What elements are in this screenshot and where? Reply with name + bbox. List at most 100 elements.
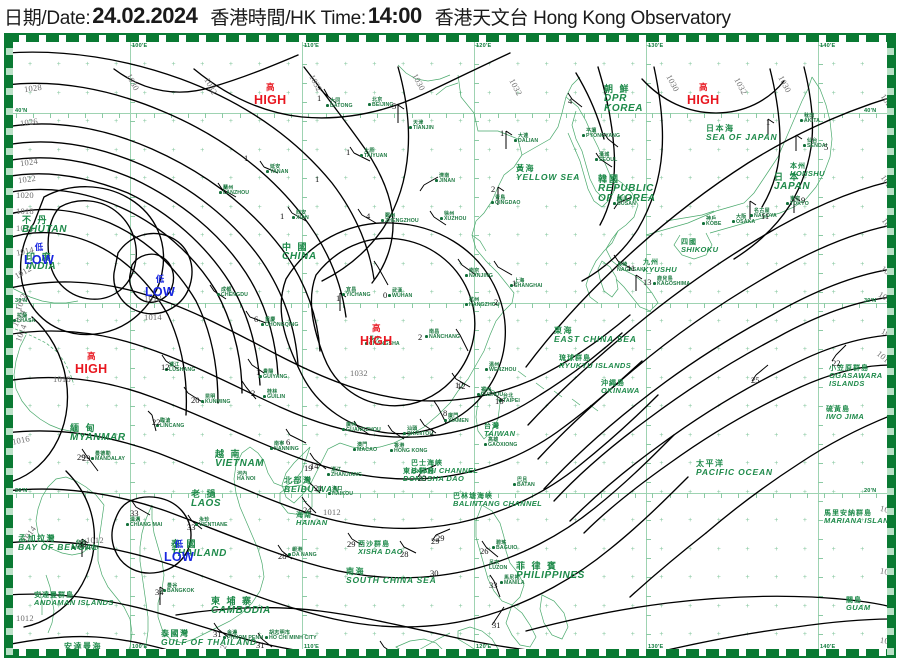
station-dot <box>163 589 166 592</box>
station-dot <box>786 202 789 205</box>
longitude-label-top: 140'E <box>820 43 836 49</box>
station-dot <box>653 282 656 285</box>
grid-dot-layer: + + + + + + + + + + + + + + + + + + + + + + + + + + + + + + + + + + + + + + + +… <box>28 61 865 638</box>
station-dot <box>492 546 495 549</box>
station-temperature: 31 <box>256 640 265 650</box>
surface-pressure-chart[interactable]: + + + + + + + + + + + + + + + + + + + + + + + + + + + + + + + + + + + + + + + +… <box>4 33 896 658</box>
station-temperature: 6 <box>286 437 291 447</box>
station-dot <box>803 144 806 147</box>
station-temperature: 33 <box>187 522 196 532</box>
pressure-centre-chinese: 高 <box>371 323 381 333</box>
pressure-centre-chinese: 高 <box>698 82 708 92</box>
station-temperature: 5 <box>824 142 829 152</box>
station-dot <box>477 393 480 396</box>
station-temperature: 11 <box>761 211 770 221</box>
station-dot <box>513 483 516 486</box>
station-temperature: 6 <box>254 314 259 324</box>
latitude-label-left: 30'N <box>15 298 28 304</box>
station-temperature: 9 <box>801 195 806 205</box>
pressure-centre-chinese: 低 <box>174 539 184 549</box>
isobar-label: 1032 <box>350 368 368 378</box>
station-temperature: 29 <box>82 453 91 463</box>
station-temperature: 1 <box>317 93 322 103</box>
isobar-label: 1016 <box>16 223 34 233</box>
longitude-label-top: 100'E <box>132 43 148 49</box>
station-dot <box>425 335 428 338</box>
low-pressure-centre: 低 LOW <box>164 540 194 566</box>
parallel-tick-row <box>6 491 894 500</box>
meridian-line <box>646 35 647 656</box>
station-temperature: 29 <box>436 533 445 543</box>
station-temperature: 24 <box>303 505 312 515</box>
station-temperature: 4 <box>366 211 371 221</box>
meridian-line <box>302 35 303 656</box>
latitude-label-right: 40'N <box>864 108 877 114</box>
chart-header: 日期/Date: 24.02.2024 香港時間/HK Time: 14:00 … <box>0 0 900 32</box>
station-dot <box>499 399 502 402</box>
parallel-line <box>6 113 894 114</box>
station-dot <box>156 424 159 427</box>
station-dot <box>265 636 268 639</box>
station-temperature: 12 <box>457 381 466 391</box>
station-dot <box>381 219 384 222</box>
station-temperature: 19 <box>304 463 313 473</box>
pressure-centre-chinese: 低 <box>155 274 165 284</box>
station-dot <box>465 303 468 306</box>
longitude-label-top: 130'E <box>648 43 664 49</box>
station-temperature: 20 <box>191 395 200 405</box>
pressure-centre-english: LOW <box>164 549 195 564</box>
station-dot <box>72 546 75 549</box>
station-temperature: 1 <box>244 153 249 163</box>
station-dot <box>201 400 204 403</box>
border-band-right <box>887 35 894 656</box>
station-dot <box>223 636 226 639</box>
station-temperature: 25 <box>751 375 760 385</box>
isobar-label: 1012 <box>86 535 104 545</box>
pressure-centre-english: HIGH <box>75 361 108 376</box>
station-dot <box>263 395 266 398</box>
station-dot <box>484 443 487 446</box>
station-dot <box>500 581 503 584</box>
longitude-label-bottom: 130'E <box>648 644 664 650</box>
station-temperature: 1 <box>500 128 505 138</box>
station-dot <box>800 119 803 122</box>
latitude-label-right: 20'N <box>864 488 877 494</box>
high-pressure-centre: 高 HIGH <box>360 324 392 350</box>
isobar-label: 1012 <box>323 507 341 517</box>
low-pressure-centre: 低 LOW <box>145 275 175 301</box>
station-temperature: 2 <box>251 388 256 398</box>
pressure-centre-english: LOW <box>145 284 176 299</box>
station-temperature: 33 <box>78 539 87 549</box>
station-temperature: 26 <box>480 546 489 556</box>
station-temperature: 16 <box>495 396 504 406</box>
station-dot <box>444 419 447 422</box>
organisation-name: 香港天文台 Hong Kong Observatory <box>434 7 731 29</box>
station-temperature: 0 <box>383 290 388 300</box>
station-temperature: 28 <box>400 549 409 559</box>
station-temperature: 11 <box>627 263 636 273</box>
station-dot <box>732 220 735 223</box>
station-temperature: 23 <box>418 473 427 483</box>
longitude-label-bottom: 120'E <box>476 644 492 650</box>
station-dot <box>328 492 331 495</box>
station-dot <box>485 368 488 371</box>
station-temperature: 29 <box>77 452 86 462</box>
meridian-line <box>818 35 819 656</box>
station-dot <box>595 158 598 161</box>
coastline-layer <box>6 64 833 656</box>
border-band-bottom <box>6 649 894 656</box>
station-temperature: 1 <box>766 117 771 127</box>
pressure-centre-chinese: 低 <box>34 242 44 252</box>
time-value: 14:00 <box>367 3 422 28</box>
longitude-label-top: 120'E <box>476 43 492 49</box>
high-pressure-centre: 高 HIGH <box>687 83 719 109</box>
high-pressure-centre: 高 HIGH <box>75 352 107 378</box>
station-dot <box>409 126 412 129</box>
pressure-centre-english: LOW <box>24 252 55 267</box>
region-label-english: NANSHA DAO <box>392 657 447 658</box>
station-temperature: 1 <box>256 367 261 377</box>
station-dot <box>13 319 16 322</box>
station-temperature: 13 <box>643 277 652 287</box>
station-temperature: 21 <box>314 483 323 493</box>
